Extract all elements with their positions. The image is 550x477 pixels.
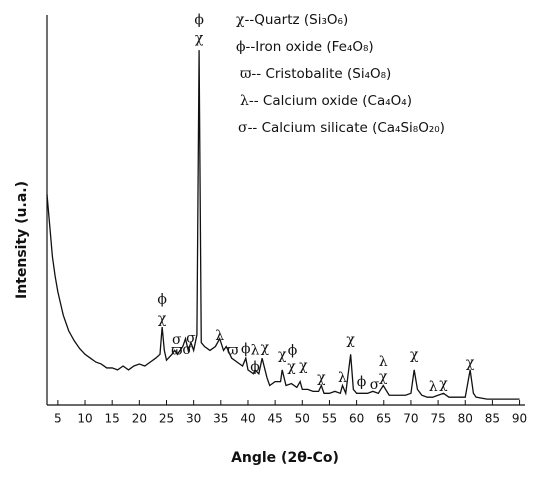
x-tick-label: 85 — [485, 412, 500, 426]
x-tick-label: 75 — [430, 412, 445, 426]
legend-entry: σ-- Calcium silicate (Ca₄Si₈O₂₀) — [238, 120, 445, 136]
x-tick-label: 35 — [213, 412, 228, 426]
peak-label: λ — [215, 328, 224, 344]
peak-label: χ — [278, 347, 287, 363]
peak-label: χ — [299, 358, 308, 374]
y-axis-label: Intensity (u.a.) — [14, 181, 30, 299]
legend-symbol: λ — [240, 93, 249, 109]
legend-entry: χ--Quartz (Si₃O₆) — [236, 12, 348, 28]
legend-text: -- Cristobalite (Si₄O₈) — [251, 66, 391, 82]
peak-label: χ — [466, 355, 475, 371]
x-axis-label: Angle (2θ-Co) — [231, 450, 339, 466]
peak-label: σ — [186, 331, 196, 347]
x-tick-label: 80 — [458, 412, 473, 426]
legend-entry: ϕ--Iron oxide (Fe₄O₈) — [236, 39, 374, 55]
x-tick-label: 45 — [267, 412, 282, 426]
peak-label: χ — [261, 340, 270, 356]
legend-symbol: ϕ — [236, 39, 246, 55]
peak-label: σ — [182, 342, 192, 358]
legend-symbol: ϖ — [240, 66, 252, 82]
peak-label: ϕ — [288, 342, 298, 358]
x-tick-label: 15 — [105, 412, 120, 426]
x-tick-label: 70 — [403, 412, 418, 426]
peak-label: ϖ — [171, 342, 183, 358]
x-tick-label: 60 — [349, 412, 364, 426]
peak-label: λ — [429, 379, 438, 395]
x-tick-label: 30 — [186, 412, 201, 426]
peak-label: ϕ — [157, 292, 167, 308]
legend-entry: ϖ-- Cristobalite (Si₄O₈) — [240, 66, 391, 82]
peak-label: χ — [287, 359, 296, 375]
x-tick-label: 10 — [77, 412, 92, 426]
peak-label: ϖ — [227, 342, 239, 358]
peak-label: χ — [379, 369, 388, 385]
peak-label: ϕ — [241, 341, 251, 357]
peak-label: ϕ — [194, 12, 204, 28]
xrd-line — [46, 50, 520, 400]
peak-label: σ — [370, 377, 380, 393]
peak-label: σ — [172, 332, 182, 348]
legend-text: --Iron oxide (Fe₄O₈) — [246, 39, 374, 55]
legend-entry: λ-- Calcium oxide (Ca₄O₄) — [240, 93, 412, 109]
peak-label: ϕ — [250, 359, 260, 375]
legend-symbol: χ — [236, 12, 245, 28]
x-tick-label: 5 — [54, 412, 62, 426]
x-tick-label: 20 — [132, 412, 147, 426]
legend-text: -- Calcium silicate (Ca₄Si₈O₂₀) — [248, 120, 445, 136]
peak-label: ϕ — [357, 374, 367, 390]
x-tick-label: 55 — [322, 412, 337, 426]
legend-symbol: σ — [238, 120, 248, 136]
peak-label: χ — [439, 376, 448, 392]
x-tick-label: 65 — [376, 412, 391, 426]
peak-label: λ — [338, 370, 347, 386]
peak-label: χ — [410, 347, 419, 363]
legend-text: --Quartz (Si₃O₆) — [244, 12, 348, 28]
peak-label: χ — [317, 370, 326, 386]
peak-label: χ — [158, 311, 167, 327]
peak-label: λ — [379, 354, 388, 370]
x-tick-label: 90 — [512, 412, 527, 426]
x-tick-label: 50 — [295, 412, 310, 426]
peak-label: χ — [195, 30, 204, 46]
peak-label: χ — [346, 332, 355, 348]
peak-label: λ — [251, 342, 260, 358]
x-tick-label: 40 — [240, 412, 255, 426]
legend-text: -- Calcium oxide (Ca₄O₄) — [249, 93, 412, 109]
x-tick-label: 25 — [159, 412, 174, 426]
